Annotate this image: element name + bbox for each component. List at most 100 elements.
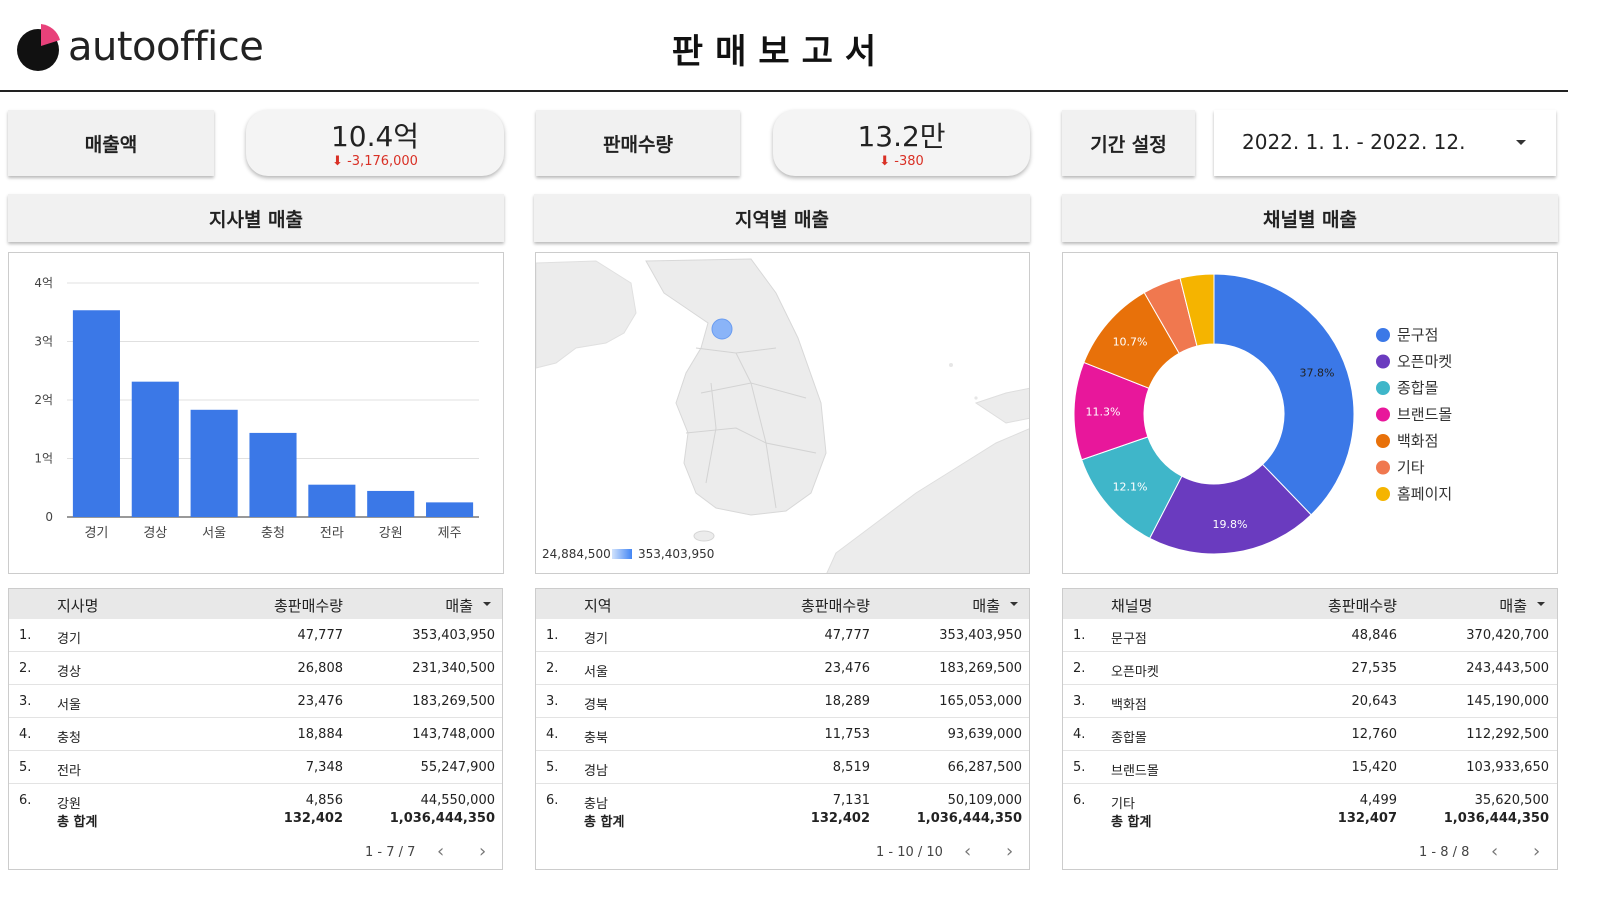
col-header-channel[interactable]: 채널명: [1111, 597, 1153, 615]
legend-label[interactable]: 기타: [1397, 459, 1425, 477]
table-row[interactable]: 6. 강원 4,856 44,550,000: [9, 784, 502, 815]
table-row[interactable]: 5. 브랜드몰 15,420 103,933,650: [1063, 751, 1557, 784]
row-qty: 7,131: [832, 793, 870, 808]
row-name: 충북: [584, 731, 608, 746]
table-row[interactable]: 1. 경기 47,777 353,403,950: [536, 619, 1029, 652]
row-name: 서울: [584, 665, 608, 680]
table-row[interactable]: 4. 충북 11,753 93,639,000: [536, 718, 1029, 751]
bar-4[interactable]: [308, 484, 356, 517]
row-index: 6.: [19, 793, 32, 808]
region-section-title: 지역별 매출: [534, 194, 1030, 242]
sales-label-card: 매출액: [8, 110, 214, 176]
chevron-right-icon[interactable]: ›: [1533, 841, 1541, 862]
qty-scorecard[interactable]: 13.2만 ⬇ -380: [773, 110, 1030, 176]
table-row[interactable]: 2. 오픈마켓 27,535 243,443,500: [1063, 652, 1557, 685]
legend-label[interactable]: 문구점: [1397, 326, 1438, 344]
branch-bar-chart[interactable]: 0 1억 2억 3억 4억 경기 경상 서울 충청 전라 강원 제주: [8, 252, 504, 574]
legend-swatch: [1376, 460, 1390, 475]
table-row[interactable]: 4. 종합몰 12,760 112,292,500: [1063, 718, 1557, 751]
total-label: 총 합계: [584, 815, 625, 830]
sort-desc-icon[interactable]: [483, 602, 491, 606]
row-sales: 165,053,000: [939, 694, 1022, 709]
row-name: 서울: [57, 698, 81, 713]
col-header-qty[interactable]: 총판매수량: [1327, 597, 1397, 615]
table-row[interactable]: 6. 기타 4,499 35,620,500: [1063, 784, 1557, 815]
table-row[interactable]: 5. 전라 7,348 55,247,900: [9, 751, 502, 784]
legend-label[interactable]: 종합몰: [1397, 379, 1438, 397]
legend-swatch: [1376, 434, 1390, 448]
chevron-left-icon[interactable]: ‹: [964, 841, 972, 862]
legend-swatch: [1376, 328, 1390, 342]
sales-delta: ⬇ -3,176,000: [246, 154, 504, 170]
period-label: 기간 설정: [1090, 133, 1167, 156]
row-sales: 183,269,500: [939, 661, 1022, 676]
row-index: 1.: [19, 628, 32, 643]
row-sales: 231,340,500: [412, 661, 495, 676]
bar-1[interactable]: [131, 381, 179, 517]
sales-label: 매출액: [84, 133, 138, 156]
channel-donut-chart[interactable]: 37.8% 19.8% 12.1% 11.3% 10.7% 문구점 오픈마켓 종합몰 브랜드몰 백…: [1062, 252, 1558, 574]
table-row[interactable]: 3. 서울 23,476 183,269,500: [9, 685, 502, 718]
row-sales: 112,292,500: [1466, 727, 1549, 742]
legend-label[interactable]: 브랜드몰: [1397, 406, 1452, 424]
legend-label[interactable]: 오픈마켓: [1397, 353, 1452, 371]
row-name: 기타: [1111, 797, 1135, 812]
bar-3[interactable]: [249, 432, 297, 517]
donut-slice-6[interactable]: [1179, 273, 1215, 347]
total-sales: 1,036,444,350: [1443, 811, 1549, 826]
qty-delta: ⬇ -380: [773, 154, 1030, 170]
x-tick-label: 강원: [379, 526, 403, 541]
table-row[interactable]: 3. 경북 18,289 165,053,000: [536, 685, 1029, 718]
chevron-left-icon[interactable]: ‹: [1491, 841, 1499, 862]
table-row[interactable]: 2. 서울 23,476 183,269,500: [536, 652, 1029, 685]
col-header-sales[interactable]: 매출: [1499, 597, 1527, 615]
date-range-picker[interactable]: 2022. 1. 1. - 2022. 12. 31: [1214, 110, 1556, 176]
logo-pie-icon: [17, 24, 60, 71]
chevron-right-icon[interactable]: ›: [479, 841, 487, 862]
y-tick-label: 2억: [34, 393, 53, 407]
table-total-row: 총 합계 132,402 1,036,444,350: [536, 811, 1029, 831]
sort-desc-icon[interactable]: [1010, 602, 1018, 606]
row-qty: 11,753: [824, 727, 871, 742]
chevron-left-icon[interactable]: ‹: [437, 841, 445, 862]
table-row[interactable]: 6. 충남 7,131 50,109,000: [536, 784, 1029, 815]
legend-label[interactable]: 백화점: [1397, 432, 1438, 450]
col-header-branch[interactable]: 지사명: [57, 597, 99, 615]
y-tick-label: 3억: [34, 335, 53, 349]
row-sales: 145,190,000: [1466, 694, 1549, 709]
donut-slice-0[interactable]: [1213, 273, 1355, 516]
bar-0[interactable]: [72, 310, 120, 517]
table-row[interactable]: 2. 경상 26,808 231,340,500: [9, 652, 502, 685]
sales-scorecard[interactable]: 10.4억 ⬇ -3,176,000: [246, 110, 504, 176]
legend-label[interactable]: 홈페이지: [1397, 485, 1452, 503]
region-map[interactable]: 24,884,500 353,403,950: [535, 252, 1030, 574]
bar-5[interactable]: [367, 490, 415, 517]
chevron-right-icon[interactable]: ›: [1006, 841, 1014, 862]
bar-6[interactable]: [426, 502, 474, 517]
col-header-region[interactable]: 지역: [584, 597, 612, 615]
col-header-sales[interactable]: 매출: [972, 597, 1000, 615]
row-name: 전라: [57, 764, 81, 779]
row-index: 5.: [546, 760, 559, 775]
table-row[interactable]: 1. 문구점 48,846 370,420,700: [1063, 619, 1557, 652]
map-bubble-gyeonggi[interactable]: [711, 318, 733, 340]
table-row[interactable]: 5. 경남 8,519 66,287,500: [536, 751, 1029, 784]
donut-slice-1[interactable]: [1148, 463, 1312, 555]
table-row[interactable]: 1. 경기 47,777 353,403,950: [9, 619, 502, 652]
slice-value-label: 12.1%: [1113, 481, 1148, 494]
channel-section-title: 채널별 매출: [1062, 194, 1558, 242]
map-legend-max: 353,403,950: [638, 547, 714, 561]
col-header-qty[interactable]: 총판매수량: [800, 597, 870, 615]
col-header-qty[interactable]: 총판매수량: [273, 597, 343, 615]
table-row[interactable]: 3. 백화점 20,643 145,190,000: [1063, 685, 1557, 718]
bar-2[interactable]: [190, 409, 238, 517]
chevron-down-icon[interactable]: [1516, 140, 1526, 145]
row-sales: 44,550,000: [420, 793, 495, 808]
row-sales: 143,748,000: [412, 727, 495, 742]
y-tick-label: 0: [45, 510, 53, 524]
table-body: 1. 문구점 48,846 370,420,700 2. 오픈마켓 27,535 243,44…: [1063, 619, 1557, 815]
row-sales: 183,269,500: [412, 694, 495, 709]
table-row[interactable]: 4. 충청 18,884 143,748,000: [9, 718, 502, 751]
sort-desc-icon[interactable]: [1537, 602, 1545, 606]
col-header-sales[interactable]: 매출: [445, 597, 473, 615]
